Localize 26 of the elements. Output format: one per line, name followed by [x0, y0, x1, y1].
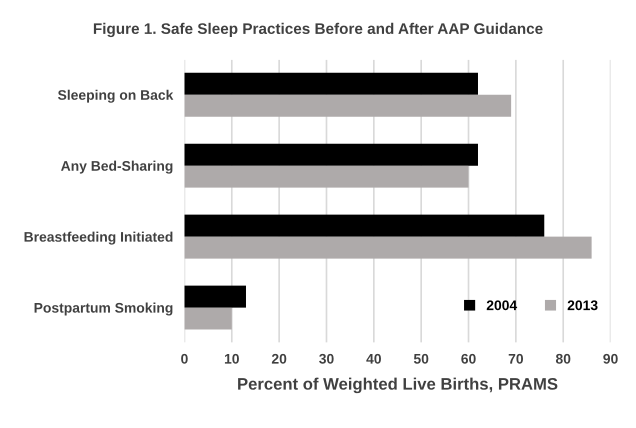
- x-tick-label: 70: [508, 354, 524, 364]
- x-axis-title: Percent of Weighted Live Births, PRAMS: [238, 378, 558, 394]
- x-tick-label: 10: [224, 354, 239, 364]
- x-tick-label: 20: [272, 354, 286, 364]
- bar: [184, 166, 469, 188]
- x-tick-label: 0: [181, 354, 188, 364]
- bar: [184, 236, 592, 259]
- legend-label: 2004: [486, 300, 518, 310]
- x-tick-label: 50: [414, 354, 428, 364]
- x-tick-label: 80: [556, 354, 570, 364]
- y-tick-label: Breastfeeding Initiated: [24, 232, 172, 245]
- y-tick-label: Sleeping on Back: [58, 90, 174, 103]
- bar: [184, 94, 512, 117]
- chart-title: Figure 1. Safe Sleep Practices Before and After AAP Guidance: [94, 22, 543, 38]
- bar: [184, 214, 544, 237]
- x-tick-label: 60: [461, 354, 476, 364]
- x-tick-label: 90: [603, 354, 618, 364]
- x-tick-label: 30: [319, 354, 334, 364]
- y-tick-label: Postpartum Smoking: [34, 302, 172, 316]
- bar: [184, 308, 232, 330]
- y-tick-label: Any Bed-Sharing: [61, 160, 172, 174]
- x-tick-label: 40: [366, 354, 381, 364]
- bar: [184, 286, 246, 308]
- legend-label: 2013: [568, 300, 598, 310]
- bar: [184, 144, 478, 166]
- bar: [184, 72, 478, 95]
